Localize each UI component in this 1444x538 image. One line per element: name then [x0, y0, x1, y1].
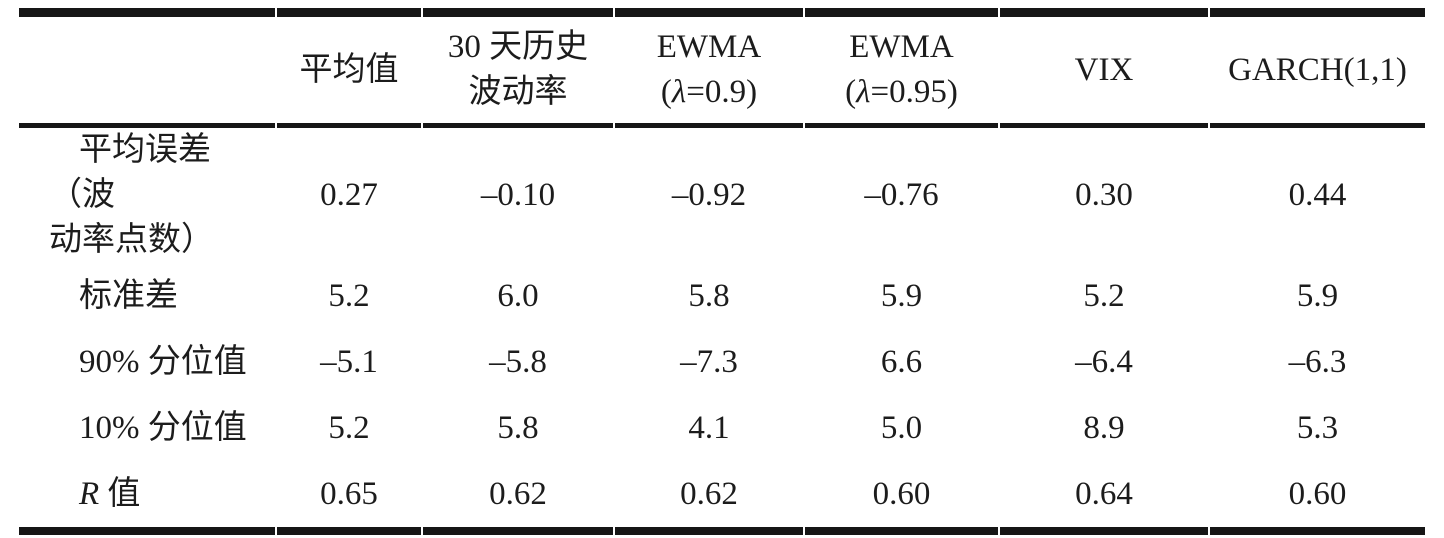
header-empty-corner-cell	[19, 8, 275, 128]
header-label-ewma-09-param: (λ=0.9)	[615, 70, 803, 115]
value-cell: 8.9	[1083, 409, 1125, 446]
row-label-line1: 平均误差（波	[49, 132, 211, 213]
value-cell: –5.1	[320, 343, 378, 380]
paren-open: (	[660, 74, 672, 110]
value-cell: 5.9	[1296, 277, 1339, 314]
row-label-line2: 动率点数）	[49, 222, 214, 258]
header-label-garch: GARCH(1,1)	[1228, 51, 1407, 88]
value-cell: –6.4	[1075, 343, 1133, 380]
value-cell: –5.8	[489, 343, 547, 380]
value-cell: 0.30	[1075, 177, 1133, 213]
row-label-std-dev: 标准差	[79, 277, 178, 314]
value-cell: 5.2	[1083, 277, 1125, 314]
value-cell: 0.62	[423, 461, 613, 535]
lambda-symbol: λ	[671, 74, 687, 110]
value-cell: 5.2	[328, 409, 370, 446]
ewma-095-value: =0.95)	[870, 74, 958, 110]
value-cell: –0.92	[671, 177, 747, 213]
paren-open: (	[845, 74, 857, 110]
value-cell: 0.64	[1000, 461, 1208, 535]
value-cell: –6.3	[1288, 343, 1347, 380]
r-label-rest: 值	[99, 475, 141, 512]
table-row-10-percentile: 10% 分位值 5.2 5.8 4.1 5.0 8.9 5.3	[19, 395, 1425, 461]
table-row-r-value: R 值 0.65 0.62 0.62 0.60 0.64 0.60	[19, 461, 1425, 535]
value-cell: –7.3	[680, 343, 738, 380]
value-cell: 0.60	[1210, 461, 1425, 535]
table-row-mean-error: 平均误差（波 动率点数） 0.27 –0.10 –0.92 –0.76 0.30…	[19, 128, 1425, 263]
row-label-90-percentile: 90% 分位值	[79, 343, 247, 380]
ewma-09-value: =0.9)	[686, 74, 758, 110]
value-cell: 6.6	[880, 343, 923, 380]
value-cell: 5.9	[880, 277, 923, 314]
header-cell-ewma-09: EWMA (λ=0.9)	[615, 8, 803, 128]
value-cell: 4.1	[688, 409, 730, 446]
header-label-ewma: EWMA	[849, 29, 954, 65]
value-cell: 5.3	[1296, 409, 1339, 446]
row-label-10-percentile: 10% 分位值	[79, 409, 247, 446]
header-cell-ewma-095: EWMA (λ=0.95)	[805, 8, 998, 128]
value-cell: 0.27	[320, 177, 378, 213]
value-cell: –0.10	[480, 177, 556, 213]
header-label-hist30-line2: 波动率	[468, 74, 568, 110]
header-cell-vix: VIX	[1000, 8, 1208, 128]
header-row: 平均值 30 天历史 波动率 EWMA (λ=0.9) EWMA (λ=0.95…	[19, 8, 1425, 128]
value-cell: 0.62	[615, 461, 803, 535]
header-label-vix: VIX	[1074, 51, 1134, 88]
value-cell: 5.0	[880, 409, 923, 446]
value-cell: 5.8	[688, 277, 730, 314]
value-cell: 5.8	[497, 409, 539, 446]
header-cell-mean: 平均值	[277, 8, 421, 128]
header-label-mean: 平均值	[299, 51, 399, 88]
header-label-ewma: EWMA	[656, 29, 762, 65]
value-cell: 6.0	[497, 277, 539, 314]
row-label-mean-error: 平均误差（波 动率点数）	[19, 128, 275, 263]
lambda-symbol: λ	[856, 74, 871, 110]
value-cell: –0.76	[864, 177, 939, 213]
table-row-90-percentile: 90% 分位值 –5.1 –5.8 –7.3 6.6 –6.4 –6.3	[19, 329, 1425, 395]
header-cell-hist30: 30 天历史 波动率	[423, 8, 613, 128]
value-cell: 0.60	[805, 461, 998, 535]
volatility-forecast-comparison-table: 平均值 30 天历史 波动率 EWMA (λ=0.9) EWMA (λ=0.95…	[17, 8, 1427, 535]
value-cell: 0.44	[1288, 177, 1347, 213]
row-label-r-value: R 值	[19, 461, 275, 535]
value-cell: 0.65	[277, 461, 421, 535]
header-label-ewma-095-param: (λ=0.95)	[805, 70, 998, 115]
header-label-hist30-line1: 30 天历史	[447, 29, 589, 65]
header-cell-garch: GARCH(1,1)	[1210, 8, 1425, 128]
value-cell: 5.2	[328, 277, 370, 314]
table-row-std-dev: 标准差 5.2 6.0 5.8 5.9 5.2 5.9	[19, 263, 1425, 329]
r-symbol: R	[79, 475, 100, 512]
